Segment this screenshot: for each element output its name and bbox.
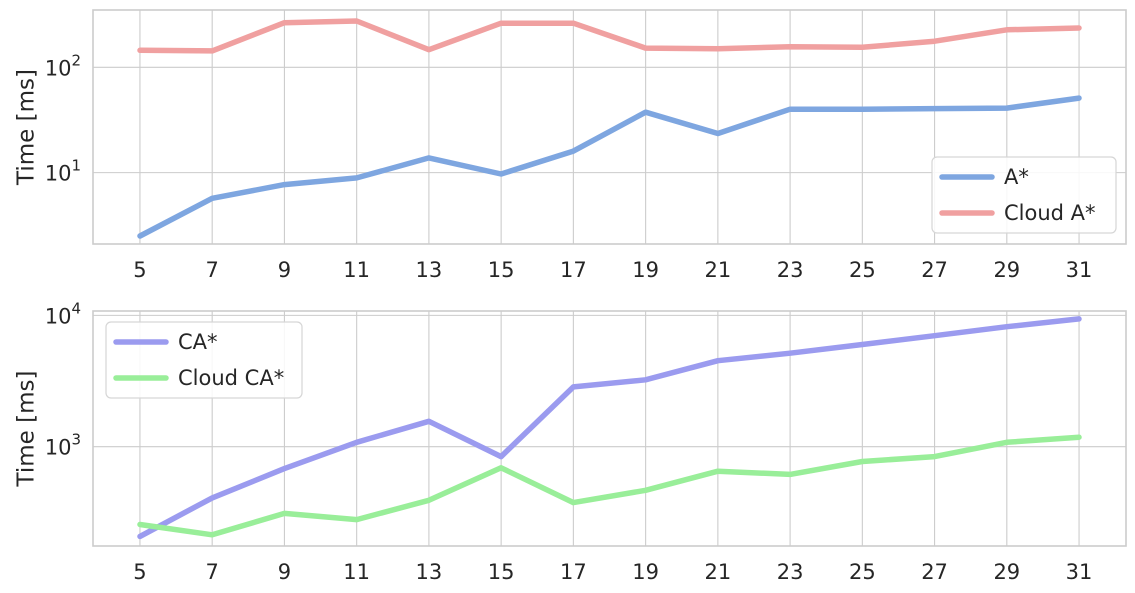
legend-label: Cloud A* [1004, 201, 1096, 225]
x-tick-label: 23 [777, 560, 804, 584]
x-tick-label: 17 [560, 258, 587, 282]
y-tick-label: 102 [45, 51, 81, 80]
x-tick-label: 23 [777, 258, 804, 282]
y-axis-label: Time [ms] [14, 69, 40, 186]
legend-label: Cloud CA* [178, 366, 284, 390]
x-tick-label: 31 [1066, 560, 1093, 584]
x-tick-label: 7 [206, 258, 219, 282]
legend-label: CA* [178, 330, 218, 354]
legend: CA* Cloud CA* [105, 321, 303, 399]
y-tick-label: 103 [45, 431, 81, 460]
y-tick-label: 101 [45, 157, 81, 186]
y-axis-label: Time [ms] [14, 371, 40, 488]
legend-label: A* [1004, 165, 1029, 189]
x-tick-label: 21 [704, 560, 731, 584]
x-tick-label: 21 [704, 258, 731, 282]
bottom-chart-ca-star: 5 7 9 11 13 15 17 19 21 23 25 27 29 31 103 104 Time [ms]… [14, 299, 1127, 584]
x-tick-label: 19 [632, 258, 659, 282]
x-tick-label: 11 [343, 560, 370, 584]
series-line-ca [137, 316, 1082, 540]
y-tick-label: 104 [45, 299, 81, 328]
x-tick-label: 9 [278, 560, 291, 584]
x-tick-label: 15 [488, 258, 515, 282]
x-tick-label: 29 [993, 258, 1020, 282]
series-line-cloud-ca [137, 434, 1082, 538]
x-tick-label: 11 [343, 258, 370, 282]
series-line-a [137, 95, 1082, 239]
x-tick-label: 5 [133, 258, 146, 282]
x-tick-label: 27 [921, 258, 948, 282]
x-tick-label: 17 [560, 560, 587, 584]
x-tick-label: 13 [416, 560, 443, 584]
plot-frame [92, 310, 1127, 547]
x-tick-label: 29 [993, 560, 1020, 584]
plot-frame [92, 9, 1127, 245]
x-tick-label: 5 [133, 560, 146, 584]
x-tick-label: 13 [416, 258, 443, 282]
series-line-cloud-a [137, 18, 1082, 54]
x-tick-label: 25 [849, 258, 876, 282]
x-tick-label: 31 [1066, 258, 1093, 282]
legend: A* Cloud A* [931, 156, 1117, 234]
x-tick-label: 25 [849, 560, 876, 584]
x-tick-label: 15 [488, 560, 515, 584]
x-tick-label: 27 [921, 560, 948, 584]
x-tick-label: 7 [206, 560, 219, 584]
x-tick-label: 19 [632, 560, 659, 584]
x-tick-label: 9 [278, 258, 291, 282]
